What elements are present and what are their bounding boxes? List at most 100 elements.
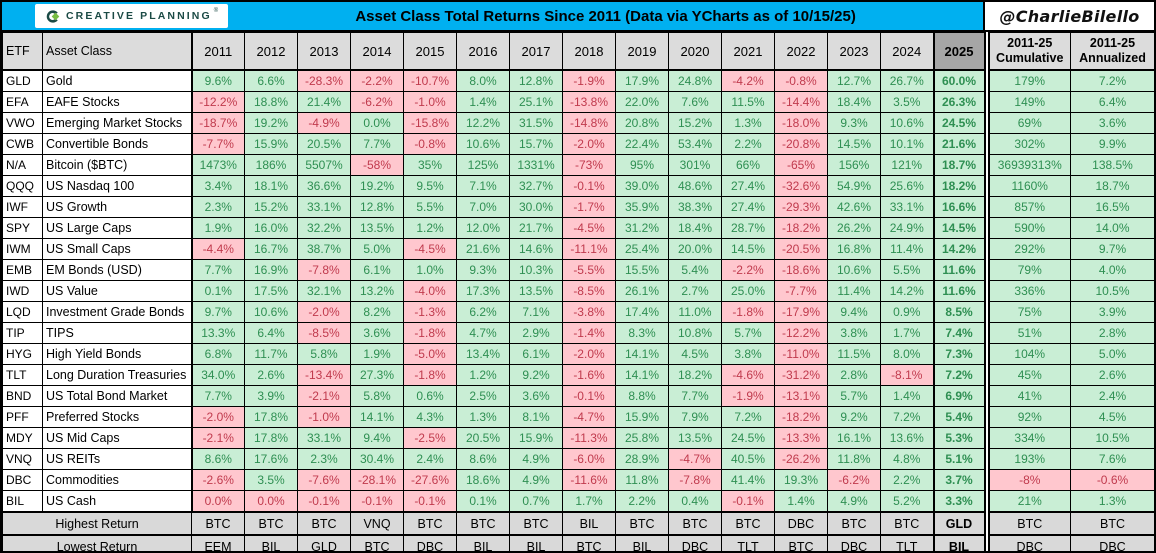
cumulative-cell: 36939313% <box>983 154 1071 176</box>
asset-name-cell: Bitcoin ($BTC) <box>42 154 193 176</box>
return-cell: 125% <box>456 154 510 176</box>
return-cell: -12.2% <box>191 91 245 113</box>
cumulative-cell: 41% <box>983 385 1071 407</box>
lowest-return-cell: BTC <box>562 534 616 551</box>
year-header-2014: 2014 <box>350 32 404 71</box>
annualized-cell: 9.7% <box>1070 238 1154 260</box>
year-header-2025: 2025 <box>932 32 987 71</box>
return-cell: 19.3% <box>774 469 828 491</box>
asset-row-vnq: VNQ US REITs 8.6% 17.6% 2.3% 30.4% 2.4% 8.6% 4.9… <box>2 448 1154 470</box>
return-2025-cell: 7.3% <box>932 343 987 365</box>
return-cell: 11.8% <box>827 448 881 470</box>
year-header-2023: 2023 <box>827 32 881 71</box>
return-cell: 3.6% <box>350 322 404 344</box>
return-cell: 1.4% <box>880 385 934 407</box>
return-cell: -1.7% <box>562 196 616 218</box>
annualized-cell: 14.0% <box>1070 217 1154 239</box>
return-cell: 30.0% <box>509 196 563 218</box>
return-cell: 0.1% <box>191 280 245 302</box>
asset-row-emb: EMB EM Bonds (USD) 7.7% 16.9% -7.8% 6.1% 1.0% 9… <box>2 259 1154 281</box>
cumulative-cell: 292% <box>983 238 1071 260</box>
asset-class-column-header: Asset Class <box>42 32 193 71</box>
return-cell: 3.8% <box>721 343 775 365</box>
return-cell: 1.0% <box>403 259 457 281</box>
return-2025-cell: 24.5% <box>932 112 987 134</box>
lowest-return-cell: BIL <box>932 534 987 551</box>
return-cell: 5.7% <box>721 322 775 344</box>
return-cell: 8.2% <box>350 301 404 323</box>
return-cell: -3.8% <box>562 301 616 323</box>
return-cell: -31.2% <box>774 364 828 386</box>
return-cell: 12.2% <box>456 112 510 134</box>
return-cell: 4.8% <box>880 448 934 470</box>
returns-table-body: GLD Gold 9.6% 6.6% -28.3% -2.2% -10.7% 8.0% 12.8… <box>2 69 1154 513</box>
return-cell: 10.6% <box>827 259 881 281</box>
return-cell: 11.4% <box>827 280 881 302</box>
return-cell: 7.6% <box>668 91 722 113</box>
return-cell: 14.5% <box>827 133 881 155</box>
return-cell: -20.8% <box>774 133 828 155</box>
return-cell: -7.7% <box>774 280 828 302</box>
highest-return-cell: BTC <box>721 511 775 536</box>
asset-row-gld: GLD Gold 9.6% 6.6% -28.3% -2.2% -10.7% 8.0% 12.8… <box>2 69 1154 92</box>
return-cell: 6.6% <box>244 69 298 92</box>
return-cell: 36.6% <box>297 175 351 197</box>
return-cell: 18.1% <box>244 175 298 197</box>
return-cell: 24.5% <box>721 427 775 449</box>
return-cell: -0.8% <box>403 133 457 155</box>
asset-name-cell: Long Duration Treasuries <box>42 364 193 386</box>
etf-cell: EMB <box>2 259 43 281</box>
etf-cell: PFF <box>2 406 43 428</box>
return-cell: -13.8% <box>562 91 616 113</box>
return-2025-cell: 7.4% <box>932 322 987 344</box>
lowest-return-cell: GLD <box>297 534 351 551</box>
return-cell: 0.7% <box>509 490 563 513</box>
return-cell: 20.5% <box>297 133 351 155</box>
asset-name-cell: Convertible Bonds <box>42 133 193 155</box>
cumulative-cell: 179% <box>983 69 1071 92</box>
return-cell: 10.8% <box>668 322 722 344</box>
return-cell: -5.5% <box>562 259 616 281</box>
highest-return-cell: GLD <box>932 511 987 536</box>
return-2025-cell: 7.2% <box>932 364 987 386</box>
return-cell: -14.8% <box>562 112 616 134</box>
return-cell: 20.8% <box>615 112 669 134</box>
return-cell: 42.6% <box>827 196 881 218</box>
return-cell: 15.2% <box>244 196 298 218</box>
annualized-cell: 18.7% <box>1070 175 1154 197</box>
return-cell: -11.6% <box>562 469 616 491</box>
return-cell: -58% <box>350 154 404 176</box>
return-2025-cell: 14.5% <box>932 217 987 239</box>
return-cell: 5.8% <box>297 343 351 365</box>
return-cell: 5.4% <box>668 259 722 281</box>
return-cell: 0.1% <box>456 490 510 513</box>
returns-table: ETF Asset Class 2011 2012 2013 2014 2015 2016 20… <box>2 32 1154 551</box>
return-cell: 27.4% <box>721 196 775 218</box>
returns-table-head: ETF Asset Class 2011 2012 2013 2014 2015 2016 20… <box>2 32 1154 71</box>
annualized-cell: 3.9% <box>1070 301 1154 323</box>
return-cell: 2.7% <box>668 280 722 302</box>
return-cell: 1.4% <box>774 490 828 513</box>
highest-return-cell: BTC <box>668 511 722 536</box>
return-cell: 28.9% <box>615 448 669 470</box>
return-cell: 2.3% <box>297 448 351 470</box>
return-cell: 31.2% <box>615 217 669 239</box>
highest-return-cell: BTC <box>244 511 298 536</box>
annualized-cell: 2.8% <box>1070 322 1154 344</box>
cumulative-cell: 1160% <box>983 175 1071 197</box>
asset-row-hyg: HYG High Yield Bonds 6.8% 11.7% 5.8% 1.9% -5.0… <box>2 343 1154 365</box>
return-cell: 95% <box>615 154 669 176</box>
return-cell: -1.8% <box>403 364 457 386</box>
asset-name-cell: Gold <box>42 69 193 92</box>
annualized-cell: 10.5% <box>1070 427 1154 449</box>
cumulative-cell: 302% <box>983 133 1071 155</box>
return-cell: 10.3% <box>509 259 563 281</box>
return-cell: 7.9% <box>668 406 722 428</box>
return-cell: 7.2% <box>721 406 775 428</box>
return-cell: 66% <box>721 154 775 176</box>
year-header-2012: 2012 <box>244 32 298 71</box>
return-cell: 15.2% <box>668 112 722 134</box>
asset-row-bnd: BND US Total Bond Market 7.7% 3.9% -2.1% 5.8%… <box>2 385 1154 407</box>
returns-table-foot: Highest Return BTC BTC BTC VNQ BTC BTC BTC BIL BT… <box>2 511 1154 551</box>
annualized-cell: 1.3% <box>1070 490 1154 513</box>
